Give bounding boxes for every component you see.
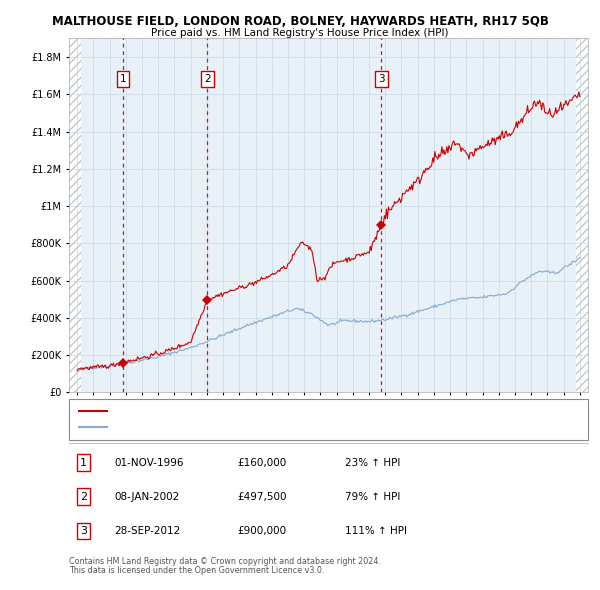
Text: 3: 3 [378,74,385,84]
Text: £160,000: £160,000 [237,458,286,467]
Text: 79% ↑ HPI: 79% ↑ HPI [345,492,400,502]
Text: 28-SEP-2012: 28-SEP-2012 [114,526,180,536]
Text: 23% ↑ HPI: 23% ↑ HPI [345,458,400,467]
Text: 1: 1 [119,74,127,84]
Text: 2: 2 [204,74,211,84]
Bar [69,38,81,392]
Text: Contains HM Land Registry data © Crown copyright and database right 2024.: Contains HM Land Registry data © Crown c… [69,558,381,566]
Text: 01-NOV-1996: 01-NOV-1996 [114,458,184,467]
Text: 3: 3 [80,526,87,536]
Text: Price paid vs. HM Land Registry's House Price Index (HPI): Price paid vs. HM Land Registry's House … [151,28,449,38]
Text: 2: 2 [80,492,87,502]
Text: MALTHOUSE FIELD, LONDON ROAD, BOLNEY, HAYWARDS HEATH, RH17 5QB: MALTHOUSE FIELD, LONDON ROAD, BOLNEY, HA… [52,15,548,28]
Text: £900,000: £900,000 [237,526,286,536]
Text: MALTHOUSE FIELD, LONDON ROAD, BOLNEY, HAYWARDS HEATH, RH17 5QB (detached h: MALTHOUSE FIELD, LONDON ROAD, BOLNEY, HA… [114,406,511,415]
Text: 111% ↑ HPI: 111% ↑ HPI [345,526,407,536]
Bar [576,38,588,392]
Text: 1: 1 [80,458,87,467]
Bar [576,38,588,392]
Text: HPI: Average price, detached house, Mid Sussex: HPI: Average price, detached house, Mid … [114,422,332,431]
Text: 08-JAN-2002: 08-JAN-2002 [114,492,179,502]
Text: This data is licensed under the Open Government Licence v3.0.: This data is licensed under the Open Gov… [69,566,325,575]
Text: £497,500: £497,500 [237,492,287,502]
Bar [69,38,81,392]
